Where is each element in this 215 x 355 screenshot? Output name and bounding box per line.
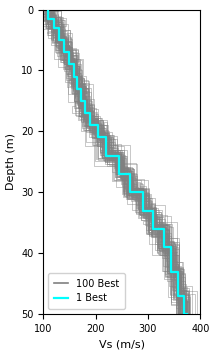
Legend: 100 Best, 1 Best: 100 Best, 1 Best bbox=[48, 273, 125, 309]
X-axis label: Vs (m/s): Vs (m/s) bbox=[99, 339, 145, 349]
Y-axis label: Depth (m): Depth (m) bbox=[6, 133, 15, 190]
